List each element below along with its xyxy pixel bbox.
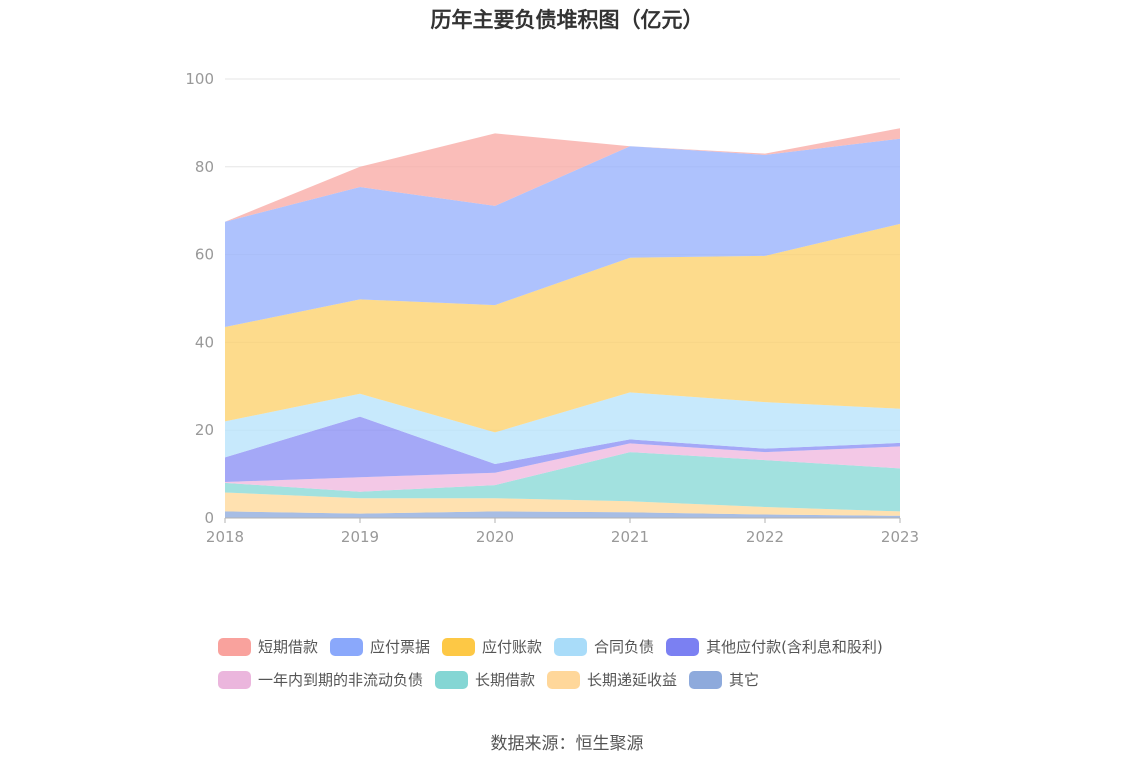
- legend-swatch: [435, 670, 469, 689]
- legend-item[interactable]: 应付票据: [330, 636, 430, 657]
- x-tick-label: 2021: [611, 528, 649, 546]
- axes: 0 20 40 60 80 100 2018 2019 2020 2021 2022 2023: [185, 70, 919, 546]
- area-series: [225, 511, 900, 518]
- legend-swatch: [554, 637, 588, 656]
- area-series: [225, 443, 900, 492]
- y-tick-label: 20: [195, 421, 214, 439]
- legend-swatch: [330, 637, 364, 656]
- legend-row-2: 一年内到期的非流动负债 长期借款 长期递延收益 其它: [218, 663, 978, 696]
- x-tick-label: 2019: [341, 528, 379, 546]
- y-tick-label: 40: [195, 333, 214, 351]
- legend-label: 其他应付款(含利息和股利): [706, 638, 883, 656]
- area-series: [225, 492, 900, 516]
- legend-item[interactable]: 合同负债: [554, 636, 654, 657]
- area-series: [225, 416, 900, 482]
- chart-title: 历年主要负债堆积图（亿元）: [430, 8, 704, 32]
- x-tick-label: 2018: [206, 528, 244, 546]
- legend-label: 一年内到期的非流动负债: [258, 671, 424, 689]
- area-series: [225, 223, 900, 433]
- legend-swatch: [218, 670, 251, 689]
- y-tick-label: 80: [195, 158, 214, 176]
- x-tick-label: 2023: [881, 528, 919, 546]
- legend-label: 合同负债: [594, 638, 655, 656]
- legend-label: 长期借款: [475, 671, 536, 689]
- legend-swatch: [547, 670, 581, 689]
- legend: 短期借款 应付票据 应付账款 合同负债 其他应付款(含利息和股利) 一年内到期的非流动负…: [218, 630, 978, 696]
- legend-item[interactable]: 长期递延收益: [547, 669, 677, 690]
- legend-label: 应付票据: [370, 638, 431, 656]
- legend-item[interactable]: 一年内到期的非流动负债: [218, 669, 423, 690]
- y-tick-label: 60: [195, 246, 214, 264]
- legend-swatch: [218, 637, 251, 656]
- legend-label: 应付账款: [482, 638, 543, 656]
- x-tick-label: 2020: [476, 528, 514, 546]
- legend-label: 短期借款: [258, 638, 319, 656]
- legend-item[interactable]: 应付账款: [442, 636, 542, 657]
- legend-label: 长期递延收益: [587, 671, 678, 689]
- legend-item[interactable]: 其它: [689, 669, 759, 690]
- legend-item[interactable]: 短期借款: [218, 636, 318, 657]
- legend-swatch: [666, 637, 700, 656]
- y-tick-label: 100: [185, 70, 214, 88]
- area-series-group: [225, 128, 900, 518]
- area-series: [225, 452, 900, 512]
- area-series: [225, 138, 900, 327]
- legend-item[interactable]: 其他应付款(含利息和股利): [666, 636, 883, 657]
- x-tick-label: 2022: [746, 528, 784, 546]
- source-note: 数据来源：恒生聚源: [490, 734, 644, 754]
- y-tick-label: 0: [204, 509, 214, 527]
- legend-label: 其它: [729, 671, 760, 689]
- legend-item[interactable]: 长期借款: [435, 669, 535, 690]
- legend-swatch: [442, 637, 476, 656]
- area-series: [225, 392, 900, 464]
- legend-row-1: 短期借款 应付票据 应付账款 合同负债 其他应付款(含利息和股利): [218, 630, 978, 663]
- legend-swatch: [689, 670, 723, 689]
- area-series: [225, 128, 900, 222]
